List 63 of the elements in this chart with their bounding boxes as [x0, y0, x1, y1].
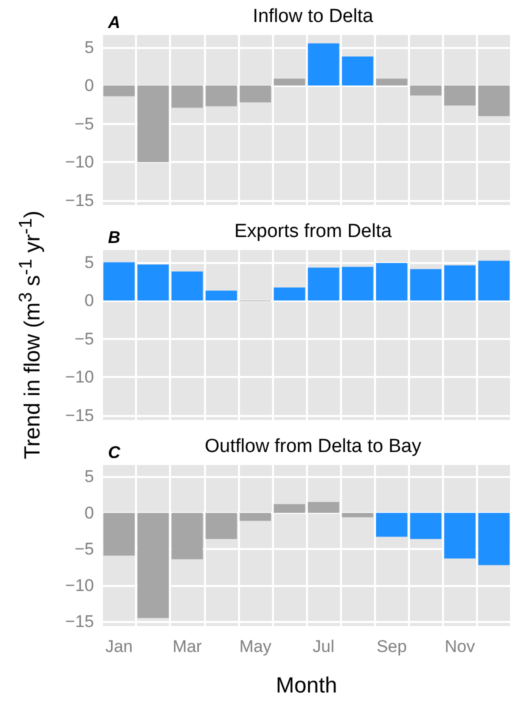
y-tick-label: −15	[65, 406, 94, 425]
y-tick-label: −5	[74, 540, 94, 559]
y-tick-label: 0	[84, 291, 94, 310]
bar	[172, 512, 203, 560]
x-tick-label: Sep	[376, 637, 407, 656]
text: A	[107, 13, 120, 32]
bar	[274, 78, 306, 86]
bar	[444, 86, 476, 106]
bar	[137, 264, 169, 301]
y-tick-label: 5	[84, 252, 94, 272]
x-tick-label: Jul	[312, 637, 334, 656]
bar	[342, 266, 374, 301]
bar	[376, 512, 408, 537]
y-tick-label: −10	[65, 152, 94, 172]
bar	[137, 512, 169, 618]
bar	[410, 86, 442, 96]
bar	[240, 512, 272, 521]
text: C	[108, 443, 121, 462]
bar	[410, 512, 442, 539]
y-tick-label: −5	[74, 114, 94, 134]
x-tick-label: Nov	[444, 637, 476, 656]
y-tick-label: 5	[84, 467, 94, 486]
x-tick-label: May	[239, 637, 272, 656]
y-tick-label: −5	[74, 329, 94, 348]
bar	[274, 504, 306, 513]
bar	[444, 512, 476, 559]
bar	[376, 78, 408, 86]
y-tick-label: 0	[84, 503, 94, 522]
bar	[376, 263, 408, 301]
y-tick-label: −15	[65, 612, 94, 632]
text: B	[108, 228, 120, 247]
chart-title: Outflow from Delta to Bay	[204, 436, 422, 457]
bar	[103, 86, 135, 96]
bar	[206, 290, 237, 301]
bar	[274, 288, 306, 301]
chart-title: Exports from Delta	[234, 221, 392, 242]
x-tick-label: Jan	[105, 637, 133, 656]
bar	[342, 56, 374, 86]
bar	[137, 86, 169, 162]
bar	[206, 86, 237, 106]
x-tick-label: Mar	[172, 637, 202, 656]
bar	[240, 86, 272, 102]
bar	[410, 269, 442, 301]
y-tick-label: 5	[84, 38, 94, 57]
x-axis-title: Month	[276, 672, 338, 698]
y-tick-label: −15	[65, 190, 94, 210]
bar	[172, 271, 203, 301]
bar	[103, 262, 135, 301]
bar	[308, 43, 340, 86]
bar	[308, 268, 340, 301]
bar	[206, 512, 237, 539]
bar	[172, 86, 203, 108]
bar	[478, 260, 510, 301]
y-tick-label: −10	[65, 576, 94, 595]
bar	[342, 512, 374, 518]
bar	[308, 502, 340, 513]
chart-title: Inflow to Delta	[252, 6, 374, 27]
bar	[478, 86, 510, 116]
bar	[478, 512, 510, 566]
y-tick-label: 0	[84, 76, 94, 96]
bar	[103, 512, 135, 556]
y-tick-label: −10	[65, 368, 94, 387]
bar	[444, 265, 476, 301]
